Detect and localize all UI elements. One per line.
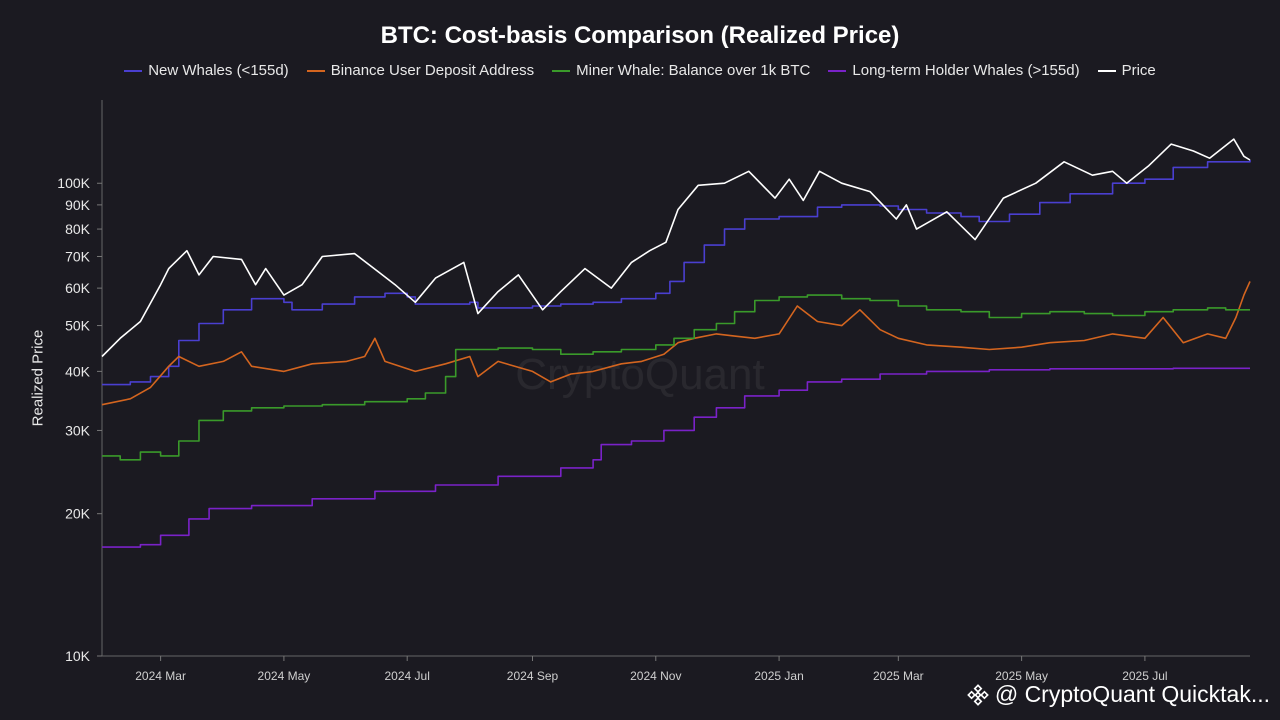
chart-legend: New Whales (<155d) Binance User Deposit A… <box>0 62 1280 79</box>
x-tick-label: 2024 Jul <box>385 669 430 683</box>
y-tick-label: 100K <box>57 175 90 191</box>
legend-swatch <box>1097 69 1116 72</box>
legend-label: Price <box>1121 62 1156 79</box>
footer: @ CryptoQuant Quicktak... <box>967 681 1270 708</box>
legend-swatch <box>552 69 571 72</box>
x-tick-label: 2024 Nov <box>630 669 681 683</box>
series-line-0 <box>102 160 1251 386</box>
x-tick-label: 2024 Sep <box>507 669 559 683</box>
legend-item[interactable]: New Whales (<155d) <box>124 62 289 79</box>
y-tick-label: 70K <box>65 248 91 264</box>
legend-swatch <box>828 69 847 72</box>
y-tick-label: 80K <box>65 221 91 237</box>
legend-label: Long-term Holder Whales (>155d) <box>852 62 1080 79</box>
legend-item[interactable]: Miner Whale: Balance over 1k BTC <box>552 62 810 79</box>
footer-text: @ CryptoQuant Quicktak... <box>994 681 1270 707</box>
binance-logo-icon <box>967 683 989 706</box>
legend-item[interactable]: Long-term Holder Whales (>155d) <box>828 62 1080 79</box>
x-tick-label: 2025 May <box>995 669 1048 683</box>
legend-label: Binance User Deposit Address <box>330 62 535 79</box>
series-line-4 <box>101 138 1251 358</box>
legend-label: Miner Whale: Balance over 1k BTC <box>576 62 811 79</box>
x-tick-label: 2024 Mar <box>135 669 186 683</box>
y-tick-label: 30K <box>65 422 91 438</box>
x-tick-label: 2025 Mar <box>873 669 924 683</box>
y-tick-label: 60K <box>65 280 91 296</box>
series-line-1 <box>101 281 1251 406</box>
chart-title: BTC: Cost-basis Comparison (Realized Pri… <box>380 22 900 49</box>
legend-item[interactable]: Price <box>1097 62 1156 79</box>
y-tick-label: 40K <box>65 363 91 379</box>
y-tick-label: 10K <box>65 648 91 664</box>
series-line-3 <box>102 367 1250 548</box>
y-tick-label: 90K <box>65 197 91 213</box>
y-tick-label: 20K <box>65 506 91 522</box>
legend-item[interactable]: Binance User Deposit Address <box>306 62 535 79</box>
x-tick-label: 2025 Jul <box>1122 669 1167 683</box>
x-tick-label: 2025 Jan <box>754 669 803 683</box>
legend-label: New Whales (<155d) <box>148 62 289 79</box>
series-line-2 <box>102 294 1250 461</box>
legend-swatch <box>124 69 143 72</box>
y-tick-label: 50K <box>65 318 91 334</box>
legend-swatch <box>306 69 325 72</box>
x-tick-label: 2024 May <box>258 669 311 683</box>
